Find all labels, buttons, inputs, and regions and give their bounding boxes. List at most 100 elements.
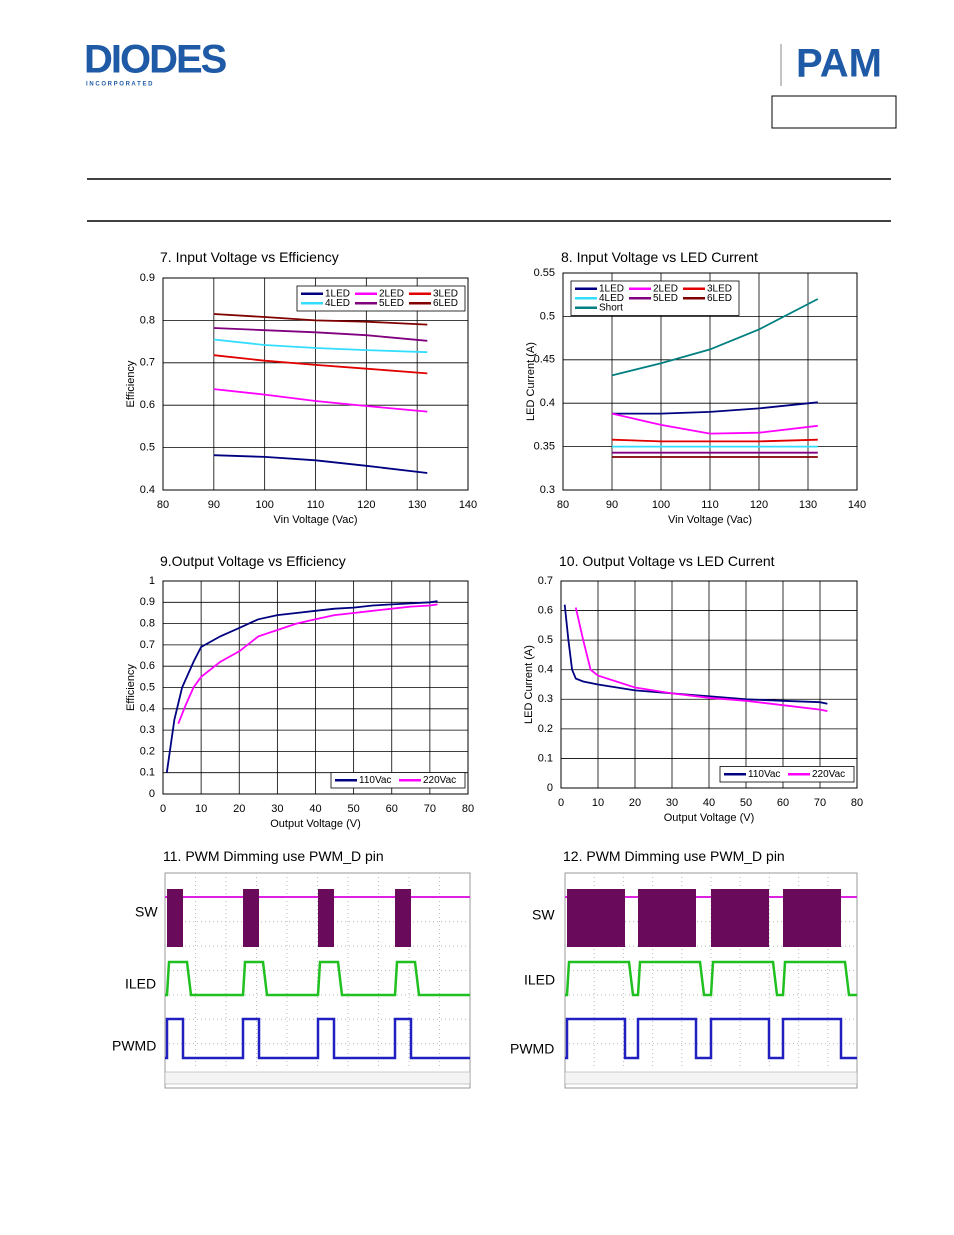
y-tick-label: 0.8 (140, 314, 155, 326)
y-tick-label: 0.8 (140, 618, 155, 630)
x-tick-label: 100 (255, 499, 273, 511)
x-tick-label: 30 (666, 797, 678, 809)
y-axis-label: LED Current (A) (523, 645, 535, 724)
y-tick-label: 0.9 (140, 272, 155, 284)
x-axis-label: Output Voltage (V) (270, 818, 361, 830)
y-tick-label: 0.3 (540, 484, 555, 496)
y-tick-label: 0.2 (538, 723, 553, 735)
x-tick-label: 90 (208, 499, 220, 511)
x-tick-label: 140 (848, 499, 866, 511)
y-axis-label: LED Current (A) (525, 342, 537, 421)
y-tick-label: 0.4 (140, 703, 155, 715)
x-tick-label: 10 (592, 797, 604, 809)
x-tick-label: 70 (424, 803, 436, 815)
series-line (165, 600, 438, 773)
x-tick-label: 50 (348, 803, 360, 815)
scope-title: 11. PWM Dimming use PWM_D pin (163, 848, 384, 864)
channel-label: PWMD (510, 1041, 554, 1057)
y-tick-label: 0.45 (534, 354, 555, 366)
legend-label: 4LED (325, 298, 350, 309)
x-tick-label: 10 (195, 803, 207, 815)
legend-label: 110Vac (359, 775, 391, 786)
x-tick-label: 140 (459, 499, 477, 511)
channel-label: PWMD (112, 1038, 156, 1054)
chart-title: 10. Output Voltage vs LED Current (559, 553, 775, 569)
x-tick-label: 40 (703, 797, 715, 809)
series-line (574, 607, 828, 712)
pwmd-trace (165, 1017, 470, 1060)
legend-label: 3LED (707, 283, 732, 294)
sw-burst (711, 889, 769, 947)
y-tick-label: 0.35 (534, 441, 555, 453)
channel-label: SW (532, 907, 555, 923)
x-tick-label: 50 (740, 797, 752, 809)
y-axis-label: Efficiency (125, 664, 137, 711)
series-line (612, 401, 818, 415)
legend-label: 2LED (379, 288, 404, 299)
legend-label: Short (599, 302, 623, 313)
legend-label: 1LED (325, 288, 350, 299)
y-tick-label: 0.5 (140, 442, 155, 454)
pwmd-trace (565, 1017, 857, 1060)
sw-burst (395, 889, 411, 947)
scope-status (564, 1071, 858, 1085)
x-tick-label: 30 (271, 803, 283, 815)
header-box (771, 95, 897, 129)
series-line (563, 604, 828, 705)
series-line (213, 327, 428, 342)
series-line (611, 438, 818, 443)
channel-label: ILED (524, 972, 555, 988)
x-tick-label: 80 (462, 803, 474, 815)
series-line (213, 454, 428, 474)
y-tick-label: 0.1 (140, 767, 155, 779)
y-tick-label: 1 (149, 575, 155, 587)
x-tick-label: 20 (629, 797, 641, 809)
legend-label: 1LED (599, 283, 624, 294)
y-tick-label: 0.1 (538, 752, 553, 764)
sw-burst (638, 889, 696, 947)
x-tick-label: 130 (408, 499, 426, 511)
legend-label: 2LED (653, 283, 678, 294)
series-line (611, 298, 819, 377)
legend (719, 766, 855, 783)
chart-title: 9.Output Voltage vs Efficiency (160, 553, 346, 569)
legend (296, 285, 466, 312)
x-tick-label: 40 (309, 803, 321, 815)
legend-label: 5LED (653, 293, 678, 304)
y-tick-label: 0 (149, 788, 155, 800)
x-tick-label: 20 (233, 803, 245, 815)
y-tick-label: 0.3 (140, 724, 155, 736)
y-tick-label: 0.5 (538, 634, 553, 646)
series-line (213, 354, 428, 375)
series-line (213, 338, 428, 354)
sw-burst (567, 889, 625, 947)
x-tick-label: 0 (160, 803, 166, 815)
legend-label: 220Vac (423, 775, 456, 786)
y-tick-label: 0.4 (140, 484, 155, 496)
sw-burst (167, 889, 183, 947)
legend-label: 3LED (433, 288, 458, 299)
x-tick-label: 0 (558, 797, 564, 809)
y-tick-label: 0.55 (534, 267, 555, 279)
y-axis-label: Efficiency (125, 360, 137, 407)
y-tick-label: 0.7 (140, 639, 155, 651)
x-tick-label: 130 (799, 499, 817, 511)
legend-label: 220Vac (812, 769, 845, 780)
x-tick-label: 80 (851, 797, 863, 809)
y-tick-label: 0.2 (140, 745, 155, 757)
x-tick-label: 80 (157, 499, 169, 511)
sw-burst (783, 889, 841, 947)
x-axis-label: Output Voltage (V) (664, 812, 755, 824)
series-line (177, 603, 438, 725)
logo-pam: PAM (796, 42, 882, 86)
y-tick-label: 0.5 (140, 681, 155, 693)
channel-label: SW (135, 904, 158, 920)
x-tick-label: 70 (814, 797, 826, 809)
y-tick-label: 0.3 (538, 693, 553, 705)
scope-title: 12. PWM Dimming use PWM_D pin (563, 848, 785, 864)
x-axis-label: Vin Voltage (Vac) (274, 514, 358, 526)
y-tick-label: 0.4 (540, 397, 555, 409)
x-tick-label: 60 (386, 803, 398, 815)
series-line (611, 412, 818, 435)
